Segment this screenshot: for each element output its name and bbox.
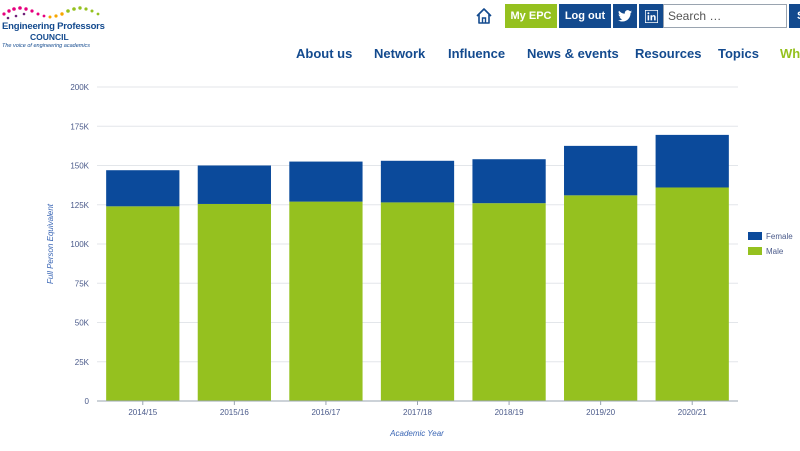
home-button[interactable] (473, 5, 495, 27)
x-tick-label: 2015/16 (220, 408, 249, 417)
bar-female[interactable] (380, 160, 455, 203)
twitter-button[interactable] (613, 4, 637, 28)
y-tick-label: 0 (85, 397, 90, 406)
y-tick-label: 75K (75, 279, 90, 288)
bar-male[interactable] (289, 201, 363, 401)
bar-male[interactable] (380, 202, 455, 401)
bar-male[interactable] (197, 203, 271, 401)
bar-female[interactable] (197, 165, 271, 204)
nav-item-resources[interactable]: Resources (635, 46, 702, 61)
legend-swatch-female[interactable] (748, 232, 762, 240)
search-button[interactable]: S (789, 4, 800, 28)
linkedin-icon (644, 9, 658, 23)
bars (106, 134, 729, 401)
x-tick-label: 2017/18 (403, 408, 432, 417)
nav-item-about-us[interactable]: About us (296, 46, 353, 61)
legend-label-female[interactable]: Female (766, 232, 793, 241)
my-epc-button[interactable]: My EPC (505, 4, 557, 28)
nav-item-why[interactable]: Why (780, 46, 800, 61)
logo-subtitle: COUNCIL (30, 32, 69, 42)
epc-logo[interactable]: Engineering Professors COUNCIL The voice… (0, 0, 110, 56)
bar-male[interactable] (564, 195, 638, 401)
logo-dots-graphic (2, 6, 100, 20)
y-tick-label: 100K (70, 240, 89, 249)
logout-button[interactable]: Log out (559, 4, 611, 28)
nav-item-network[interactable]: Network (374, 46, 426, 61)
linkedin-button[interactable] (639, 4, 663, 28)
x-tick-label: 2014/15 (128, 408, 157, 417)
x-tick-label: 2019/20 (586, 408, 615, 417)
bar-male[interactable] (655, 187, 729, 401)
y-axis-title: Full Person Equivalent (46, 203, 55, 284)
y-tick-label: 50K (75, 319, 90, 328)
y-tick-label: 125K (70, 201, 89, 210)
nav-item-news-events[interactable]: News & events (527, 46, 619, 61)
nav-item-topics[interactable]: Topics (718, 46, 759, 61)
y-axis-ticks: 0 25K 50K 75K 100K 125K 150K 175K 200K (70, 83, 89, 406)
logo-tagline: The voice of engineering academics (2, 43, 91, 49)
bar-female[interactable] (106, 170, 180, 207)
bar-female[interactable] (289, 161, 363, 202)
twitter-icon (618, 10, 632, 22)
bar-female[interactable] (564, 145, 638, 196)
legend-label-male[interactable]: Male (766, 247, 784, 256)
search-input[interactable] (663, 4, 787, 28)
legend-swatch-male[interactable] (748, 247, 762, 255)
x-tick-label: 2016/17 (311, 408, 340, 417)
x-axis-title: Academic Year (389, 429, 444, 438)
legend: Female Male (748, 232, 793, 256)
x-tick-label: 2018/19 (495, 408, 524, 417)
bar-male[interactable] (472, 203, 546, 401)
bar-female[interactable] (472, 159, 546, 204)
nav-item-influence[interactable]: Influence (448, 46, 506, 61)
y-tick-label: 25K (75, 358, 90, 367)
x-axis-ticks: 2014/15 2015/16 2016/17 2017/18 2018/19 2019/… (128, 401, 707, 417)
bar-female[interactable] (655, 134, 729, 188)
home-icon (476, 8, 492, 24)
y-tick-label: 150K (70, 162, 89, 171)
y-tick-label: 175K (70, 122, 89, 131)
bar-male[interactable] (106, 206, 180, 401)
logo-title: Engineering Professors (2, 21, 105, 32)
x-tick-label: 2020/21 (678, 408, 707, 417)
y-tick-label: 200K (70, 83, 89, 92)
